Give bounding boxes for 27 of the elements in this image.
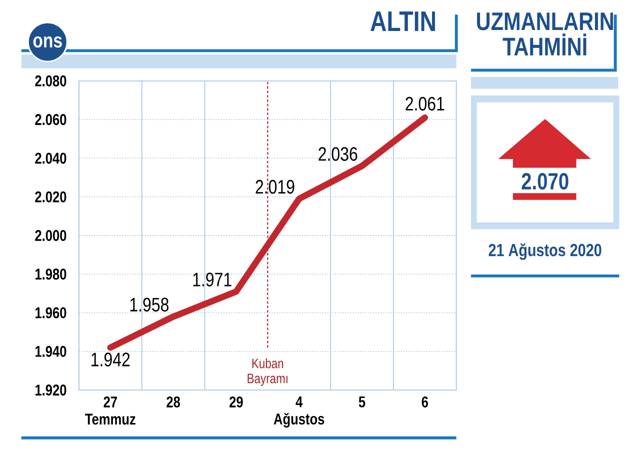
x-tick-label: 5 bbox=[358, 396, 366, 408]
y-tick-label: 2.040 bbox=[35, 152, 66, 164]
y-axis-title: ons bbox=[33, 36, 62, 48]
data-label: 1.971 bbox=[193, 272, 232, 287]
data-label: 1.942 bbox=[92, 352, 130, 367]
x-tick-label: 29 bbox=[230, 396, 243, 408]
y-tick-label: 1.980 bbox=[36, 268, 66, 280]
x-tick-label: 4 Ağustos bbox=[274, 396, 324, 428]
text: UZMANLARIN TAHMİNİ bbox=[477, 12, 613, 56]
y-tick-label: 1.960 bbox=[36, 308, 66, 319]
y-tick-label: 1.920 bbox=[36, 384, 66, 396]
y-tick-label: 2.000 bbox=[35, 230, 66, 242]
y-tick-label: 1.940 bbox=[36, 346, 66, 358]
text: 2.070 bbox=[522, 173, 568, 190]
annotation: Kuban Bayramı bbox=[248, 358, 288, 386]
data-label: 2.019 bbox=[256, 180, 294, 194]
x-tick-label: 28 bbox=[166, 396, 180, 408]
data-label: 1.958 bbox=[130, 298, 168, 312]
y-tick-label: 2.020 bbox=[35, 192, 66, 203]
data-label: 2.061 bbox=[406, 97, 444, 111]
data-label: 2.036 bbox=[318, 147, 358, 162]
y-tick-label: 2.080 bbox=[35, 76, 66, 87]
chart-title: ALTIN bbox=[370, 12, 435, 32]
y-tick-label: 2.060 bbox=[35, 114, 66, 126]
x-tick-label: 6 bbox=[422, 396, 428, 408]
x-tick-label: 27 Temmuz bbox=[85, 396, 136, 425]
text: 21 Ağustos 2020 bbox=[488, 243, 602, 260]
